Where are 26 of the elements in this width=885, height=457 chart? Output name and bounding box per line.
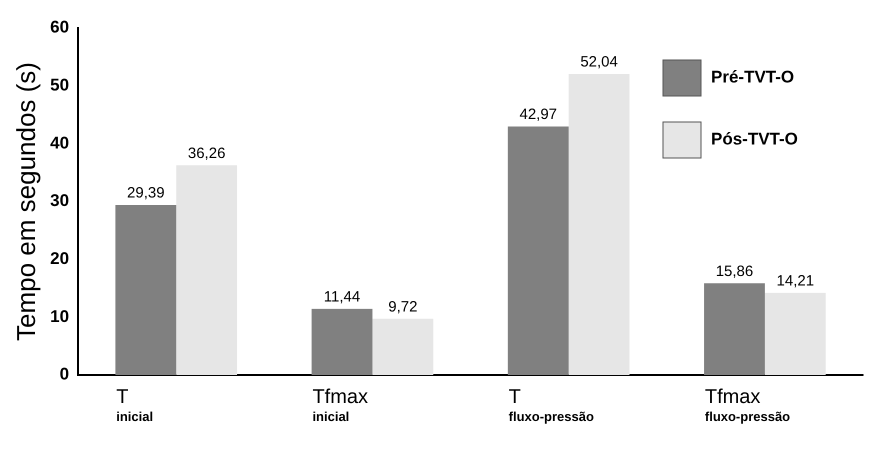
bar xyxy=(508,126,569,375)
y-tick-label: 0 xyxy=(60,364,70,384)
bar xyxy=(764,292,826,375)
bar xyxy=(704,283,765,375)
data-label: 15,86 xyxy=(716,262,754,280)
data-label: 9,72 xyxy=(388,298,418,316)
bar xyxy=(176,165,238,375)
y-tick-label: 50 xyxy=(50,76,70,95)
data-label: 52,04 xyxy=(580,54,618,71)
data-label: 29,39 xyxy=(127,184,165,202)
bar xyxy=(312,308,372,375)
data-label: 11,44 xyxy=(324,288,360,306)
data-label: 36,26 xyxy=(188,144,226,162)
y-tick-label: 20 xyxy=(50,249,70,268)
data-label: 14,21 xyxy=(776,272,814,290)
bar xyxy=(372,318,434,375)
legend-label: Pré-TVT-O xyxy=(711,68,794,87)
y-tick-label: 60 xyxy=(50,18,70,37)
y-axis-title: Tempo em segundos (s) xyxy=(10,62,41,341)
bar xyxy=(115,205,176,375)
y-tick-label: 30 xyxy=(50,191,70,210)
bar xyxy=(568,74,630,375)
legend-label: Pós-TVT-O xyxy=(711,130,798,149)
y-tick-label: 10 xyxy=(50,306,70,326)
data-label: 42,97 xyxy=(519,106,558,124)
y-tick-label: 40 xyxy=(50,133,70,152)
